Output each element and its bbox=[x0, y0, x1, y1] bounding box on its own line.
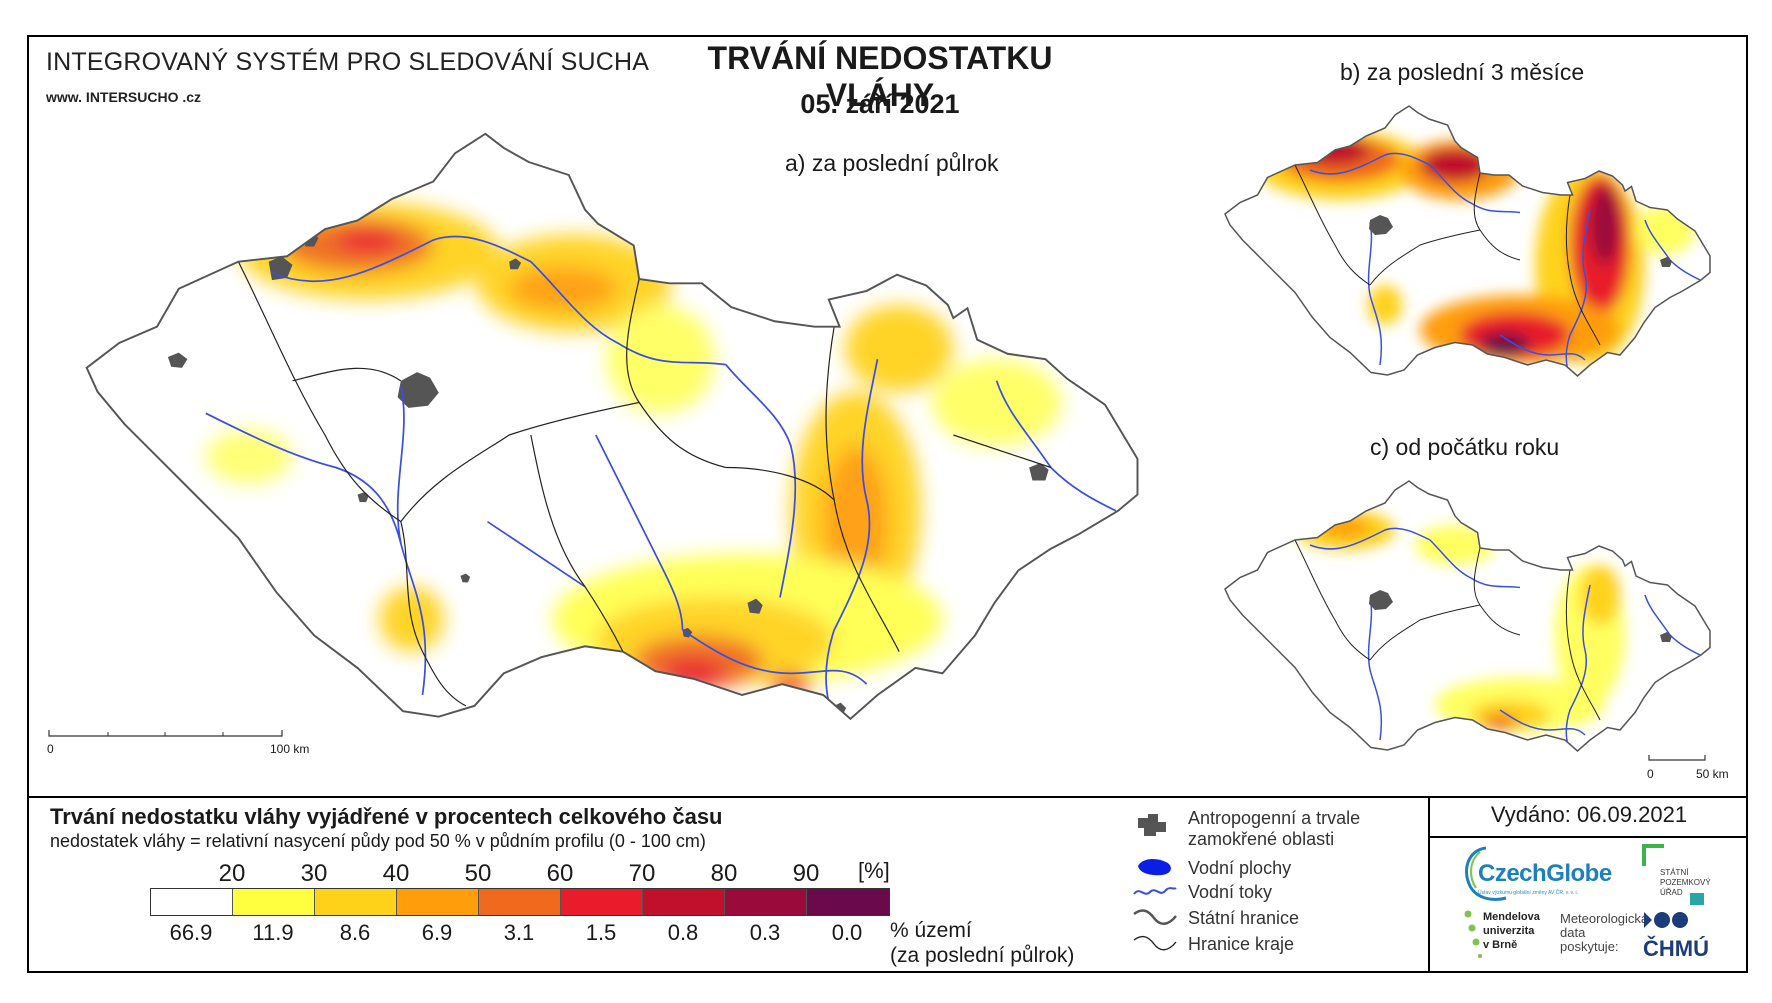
map-frame bbox=[27, 35, 1748, 973]
river-icon bbox=[1133, 887, 1177, 895]
mendel-logo-dots bbox=[1464, 910, 1482, 958]
meteo-line1: Meteorologická bbox=[1560, 911, 1649, 926]
water-body-label: Vodní plochy bbox=[1188, 858, 1292, 878]
legend-color-box bbox=[479, 889, 561, 915]
legend-color-box bbox=[233, 889, 315, 915]
legend-class-break: 40 bbox=[382, 860, 410, 887]
spu-line3: ÚŘAD bbox=[1660, 888, 1683, 897]
spu-logo-text: STÁTNÍ POZEMKOVÝ ÚŘAD bbox=[1660, 868, 1711, 898]
scalebar-main-end: 100 km bbox=[270, 742, 310, 756]
issued-date: Vydáno: 06.09.2021 bbox=[1490, 802, 1688, 827]
legend-color-box bbox=[151, 889, 233, 915]
meteo-line2: data bbox=[1560, 925, 1586, 940]
legend-area-percent: 11.9 bbox=[252, 920, 294, 945]
legend-title: Trvání nedostatku vláhy vyjádřené v proc… bbox=[50, 804, 723, 829]
legend-area-percent: 66.9 bbox=[169, 920, 213, 945]
region-border-icon bbox=[1133, 935, 1177, 951]
legend-class-break: 70 bbox=[628, 860, 656, 887]
legend-area-label: % území (za poslední půlrok) bbox=[890, 918, 1074, 968]
map-panel-b bbox=[1224, 105, 1711, 377]
chmu-logo-text: ČHMÚ bbox=[1643, 936, 1709, 961]
legend-class-break: 80 bbox=[710, 860, 738, 887]
map-date: 05. září 2021 bbox=[800, 89, 960, 119]
legend-area-line2: (za poslední půlrok) bbox=[890, 944, 1075, 967]
legend-class-break: 30 bbox=[300, 860, 328, 887]
anthropogenic-label: Antropogenní a trvale zamokřené oblasti bbox=[1188, 808, 1360, 850]
legend-subtitle: nedostatek vláhy = relativní nasycení pů… bbox=[50, 831, 706, 851]
legend-color-box bbox=[807, 889, 889, 915]
water-body-icon bbox=[1138, 858, 1171, 876]
anthropogenic-line2: zamokřené oblasti bbox=[1188, 829, 1335, 849]
legend-class-break: 50 bbox=[464, 860, 492, 887]
legend-area-percent: 0.8 bbox=[667, 920, 699, 945]
system-title: INTEGROVANÝ SYSTÉM PRO SLEDOVÁNÍ SUCHA bbox=[46, 48, 650, 76]
spu-logo-square bbox=[1690, 893, 1704, 905]
legend-color-box bbox=[561, 889, 643, 915]
legend-colorbar bbox=[150, 888, 890, 916]
anthropogenic-line1: Antropogenní a trvale bbox=[1188, 808, 1361, 828]
spu-line2: POZEMKOVÝ bbox=[1660, 878, 1711, 887]
scalebar-small bbox=[1648, 755, 1706, 761]
legend-divider bbox=[27, 796, 1748, 798]
legend-color-box bbox=[643, 889, 725, 915]
river-label: Vodní toky bbox=[1188, 882, 1273, 902]
scalebar-main-zero: 0 bbox=[47, 742, 54, 756]
legend-class-break: 90 bbox=[792, 860, 820, 887]
panel-b-label: b) za poslední 3 měsíce bbox=[1340, 59, 1585, 85]
anthropogenic-icon bbox=[1138, 814, 1166, 836]
czechglobe-name: CzechGlobe bbox=[1478, 860, 1612, 887]
spu-logo-icon bbox=[1642, 844, 1664, 866]
legend-class-break: 60 bbox=[546, 860, 574, 887]
scalebar-small-end: 50 km bbox=[1696, 767, 1729, 781]
spu-line1: STÁTNÍ bbox=[1660, 868, 1689, 877]
legend-unit: [%] bbox=[858, 858, 890, 883]
legend-area-percent: 1.5 bbox=[585, 920, 617, 945]
mendel-line1: Mendelova bbox=[1483, 911, 1540, 923]
mendel-line3: v Brně bbox=[1483, 939, 1518, 951]
meteo-data-text: Meteorologická data poskytuje: bbox=[1560, 912, 1648, 954]
legend-color-box bbox=[397, 889, 479, 915]
mendel-logo-text: Mendelova univerzita v Brně bbox=[1483, 910, 1540, 952]
scalebar-small-zero: 0 bbox=[1647, 767, 1654, 781]
map-panel-c bbox=[1224, 480, 1711, 752]
scalebar-main bbox=[48, 730, 283, 737]
legend-color-box bbox=[725, 889, 807, 915]
panel-c-label: c) od počátku roku bbox=[1370, 434, 1560, 460]
state-border-label: Státní hranice bbox=[1188, 908, 1300, 928]
region-border-label: Hranice kraje bbox=[1188, 934, 1295, 954]
legend-area-percent: 6.9 bbox=[421, 920, 453, 945]
legend-area-line1: % území bbox=[890, 919, 972, 942]
czechglobe-subtitle: Ústav výzkumu globální změny AV ČR, v. v… bbox=[1478, 890, 1579, 896]
legend-area-percent: 3.1 bbox=[503, 920, 535, 945]
state-border-icon bbox=[1133, 909, 1177, 925]
footer-divider bbox=[1428, 796, 1430, 973]
issued-divider bbox=[1428, 836, 1748, 838]
legend-area-percent: 8.6 bbox=[339, 920, 371, 945]
legend-area-percent: 0.3 bbox=[749, 920, 781, 945]
website-url[interactable]: www. INTERSUCHO .cz bbox=[46, 89, 202, 105]
czechglobe-logo bbox=[1465, 846, 1507, 901]
map-panel-a bbox=[85, 132, 1139, 721]
legend-area-percent: 0.0 bbox=[831, 920, 863, 945]
chmu-logo-icon bbox=[1644, 912, 1688, 928]
panel-a-label: a) za poslední půlrok bbox=[785, 150, 999, 176]
meteo-line3: poskytuje: bbox=[1560, 939, 1619, 954]
mendel-line2: univerzita bbox=[1483, 925, 1535, 937]
legend-class-break: 20 bbox=[218, 860, 246, 887]
page-title: TRVÁNÍ NEDOSTATKU VLÁHY bbox=[707, 40, 1053, 113]
legend-color-box bbox=[315, 889, 397, 915]
